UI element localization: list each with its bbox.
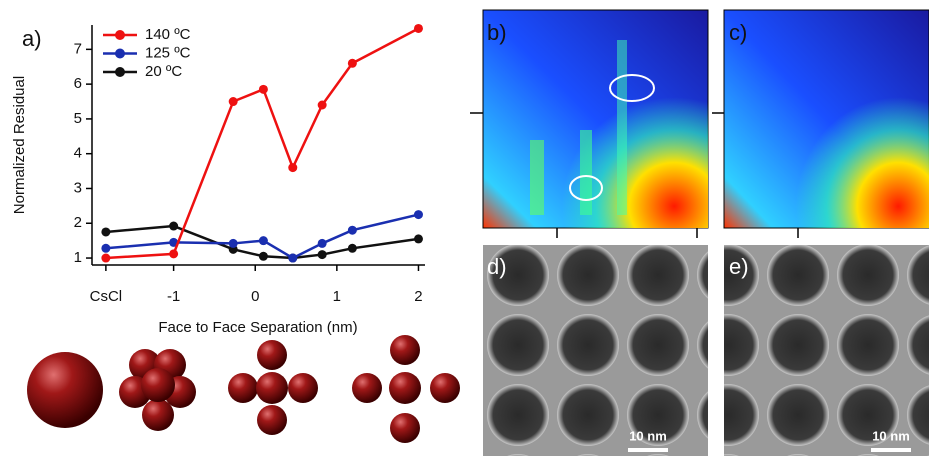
- point: [413, 234, 423, 244]
- scale-bar-e: [871, 448, 911, 452]
- panel-label: a): [22, 26, 42, 51]
- y-tick-label: 2: [74, 214, 82, 231]
- point: [101, 227, 111, 237]
- point: [317, 238, 327, 248]
- legend-label: 125 ºC: [145, 44, 191, 61]
- panel-label: d): [487, 254, 507, 279]
- point: [347, 58, 357, 68]
- axis-decor: [470, 112, 799, 238]
- tem-e: [724, 245, 929, 456]
- y-tick-label: 5: [74, 110, 82, 127]
- series-line: [105, 213, 419, 260]
- scale-label: 10 nm: [629, 428, 667, 443]
- y-tick-label: 7: [74, 40, 82, 57]
- point: [228, 238, 238, 248]
- y-tick-label: 1: [74, 249, 82, 266]
- point: [288, 163, 298, 173]
- x-axis-label: Face to Face Separation (nm): [158, 319, 357, 336]
- y-tick-label: 3: [74, 179, 82, 196]
- y-tick-label: 4: [74, 145, 82, 162]
- point: [413, 210, 423, 220]
- panel-label: c): [729, 20, 747, 45]
- tem-d: [483, 245, 708, 456]
- heatmap-b: [482, 9, 709, 229]
- x-tick-label: 0: [251, 288, 259, 305]
- point: [101, 243, 111, 253]
- point: [413, 23, 423, 33]
- x-tick-label: 2: [414, 288, 422, 305]
- point: [228, 97, 238, 107]
- heatmap-c: [723, 9, 929, 229]
- y-axis-label: Normalized Residual: [11, 76, 28, 214]
- point: [169, 249, 179, 259]
- x-tick-label: 1: [333, 288, 341, 305]
- y-tick-label: 6: [74, 75, 82, 92]
- scale-label: 10 nm: [872, 428, 910, 443]
- point: [101, 253, 111, 263]
- point: [258, 251, 268, 261]
- point: [317, 250, 327, 260]
- legend-label: 140 ºC: [145, 26, 191, 43]
- point: [169, 221, 179, 231]
- legend-marker: [115, 67, 125, 77]
- x-tick-label: -1: [167, 288, 180, 305]
- legend-marker: [115, 30, 125, 40]
- x-tick-label: CsCl: [90, 288, 123, 305]
- panel-label: e): [729, 254, 749, 279]
- point: [169, 237, 179, 247]
- point: [288, 253, 298, 263]
- panel-label: b): [487, 20, 507, 45]
- cluster-illustrations: [27, 335, 460, 443]
- point: [347, 243, 357, 253]
- legend-marker: [115, 48, 125, 59]
- series-line: [105, 27, 420, 260]
- point: [258, 84, 268, 94]
- scale-bar-d: [628, 448, 668, 452]
- legend-label: 20 ºC: [145, 63, 182, 80]
- point: [347, 225, 357, 235]
- point: [258, 236, 268, 246]
- point: [317, 100, 327, 110]
